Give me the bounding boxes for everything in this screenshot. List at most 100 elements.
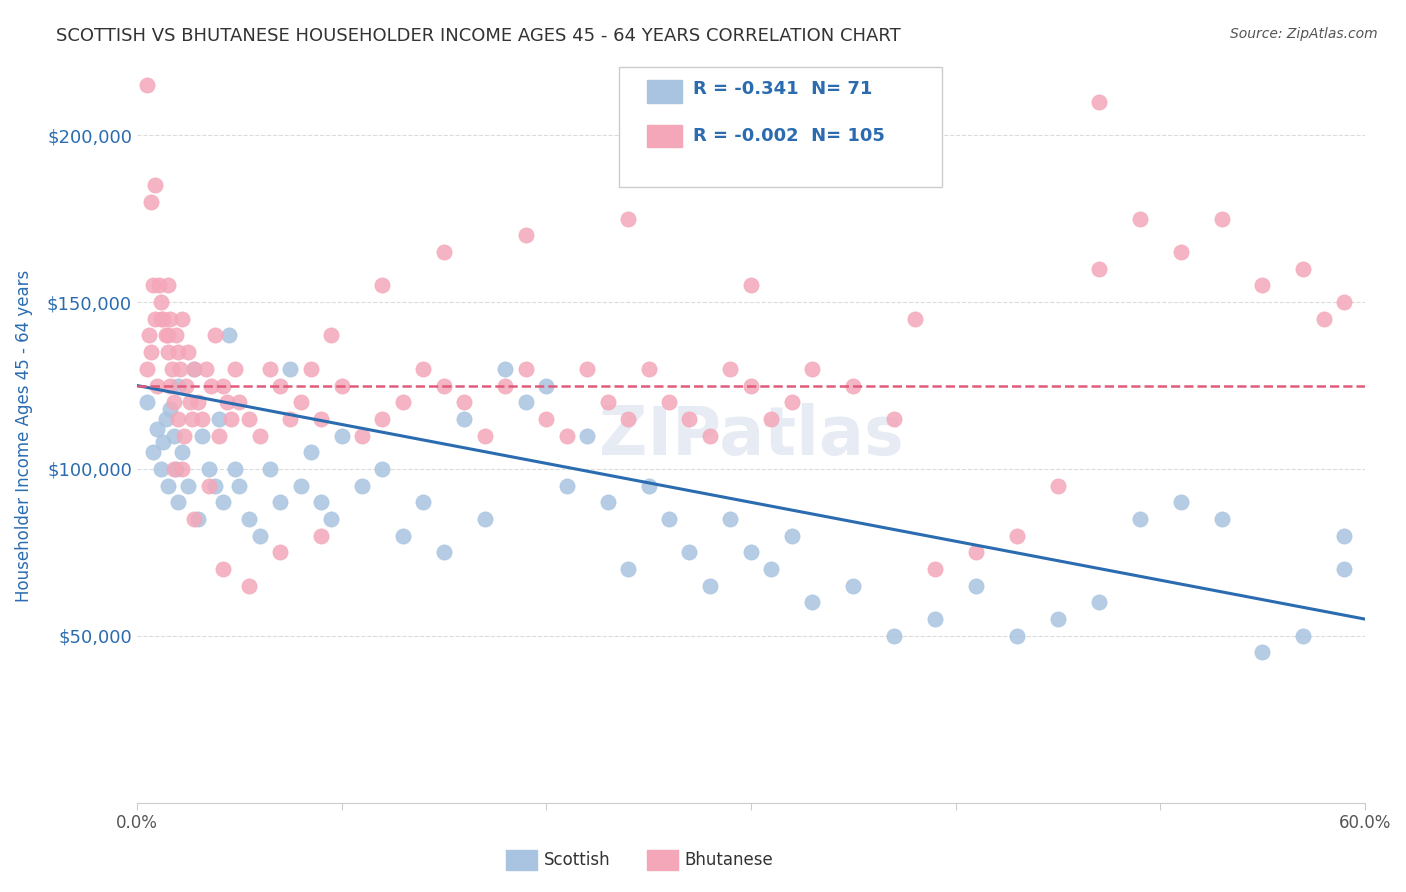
Point	[187, 395, 209, 409]
Point	[1129, 211, 1152, 226]
Point	[179, 395, 201, 409]
Point	[1292, 629, 1315, 643]
Point	[148, 278, 170, 293]
Point	[156, 345, 179, 359]
Point	[238, 579, 260, 593]
Point	[156, 328, 179, 343]
Text: SCOTTISH VS BHUTANESE HOUSEHOLDER INCOME AGES 45 - 64 YEARS CORRELATION CHART: SCOTTISH VS BHUTANESE HOUSEHOLDER INCOME…	[56, 27, 901, 45]
Point	[218, 328, 240, 343]
Point	[159, 311, 181, 326]
Point	[637, 361, 659, 376]
Point	[136, 78, 159, 93]
Point	[177, 345, 200, 359]
Point	[211, 495, 233, 509]
Point	[200, 378, 222, 392]
Point	[183, 361, 205, 376]
Point	[228, 478, 250, 492]
Point	[1333, 562, 1355, 576]
Point	[204, 478, 226, 492]
Point	[718, 361, 741, 376]
Point	[152, 435, 174, 450]
Point	[1087, 261, 1109, 276]
Point	[156, 278, 179, 293]
Point	[299, 445, 322, 459]
Point	[249, 529, 271, 543]
Point	[350, 428, 373, 442]
Point	[658, 512, 681, 526]
Point	[596, 395, 619, 409]
Point	[433, 245, 456, 260]
Point	[617, 211, 640, 226]
Point	[392, 395, 415, 409]
Point	[1005, 629, 1028, 643]
Point	[576, 361, 599, 376]
Point	[197, 478, 219, 492]
Point	[617, 562, 640, 576]
Point	[141, 194, 163, 209]
Point	[142, 278, 165, 293]
Point	[780, 395, 803, 409]
Point	[1251, 645, 1274, 659]
Point	[146, 378, 169, 392]
Point	[1333, 295, 1355, 310]
Point	[780, 529, 803, 543]
Point	[842, 378, 865, 392]
Point	[1211, 512, 1233, 526]
Text: R = -0.002  N= 105: R = -0.002 N= 105	[693, 127, 884, 145]
Point	[433, 378, 456, 392]
Point	[215, 395, 238, 409]
Point	[309, 412, 332, 426]
Point	[211, 562, 233, 576]
Point	[371, 278, 394, 293]
Point	[392, 529, 415, 543]
Point	[350, 478, 373, 492]
Point	[515, 361, 537, 376]
Text: R = -0.341  N= 71: R = -0.341 N= 71	[693, 80, 873, 98]
Point	[637, 478, 659, 492]
Point	[903, 311, 925, 326]
Point	[678, 412, 700, 426]
Point	[174, 378, 197, 392]
Point	[371, 462, 394, 476]
Point	[290, 395, 312, 409]
Point	[534, 412, 557, 426]
Point	[924, 612, 946, 626]
Point	[152, 311, 174, 326]
Point	[191, 428, 214, 442]
Point	[965, 579, 987, 593]
Y-axis label: Householder Income Ages 45 - 64 years: Householder Income Ages 45 - 64 years	[15, 269, 32, 602]
Point	[204, 328, 226, 343]
Point	[170, 311, 193, 326]
Point	[1211, 211, 1233, 226]
Point	[183, 361, 205, 376]
Point	[136, 395, 159, 409]
Point	[658, 395, 681, 409]
Point	[801, 361, 824, 376]
Point	[883, 412, 905, 426]
Point	[883, 629, 905, 643]
Point	[515, 228, 537, 243]
Point	[1292, 261, 1315, 276]
Point	[699, 579, 721, 593]
Point	[269, 545, 291, 559]
Point	[699, 428, 721, 442]
Point	[170, 462, 193, 476]
Point	[143, 178, 166, 193]
Point	[924, 562, 946, 576]
Point	[208, 428, 231, 442]
Point	[166, 378, 188, 392]
Point	[211, 378, 233, 392]
Point	[238, 412, 260, 426]
Point	[166, 412, 188, 426]
Point	[224, 361, 246, 376]
Point	[453, 395, 475, 409]
Point	[740, 378, 762, 392]
Point	[1170, 495, 1192, 509]
Point	[474, 428, 496, 442]
Point	[136, 361, 159, 376]
Point	[596, 495, 619, 509]
Point	[555, 478, 578, 492]
Point	[515, 395, 537, 409]
Point	[173, 428, 195, 442]
Point	[163, 395, 186, 409]
